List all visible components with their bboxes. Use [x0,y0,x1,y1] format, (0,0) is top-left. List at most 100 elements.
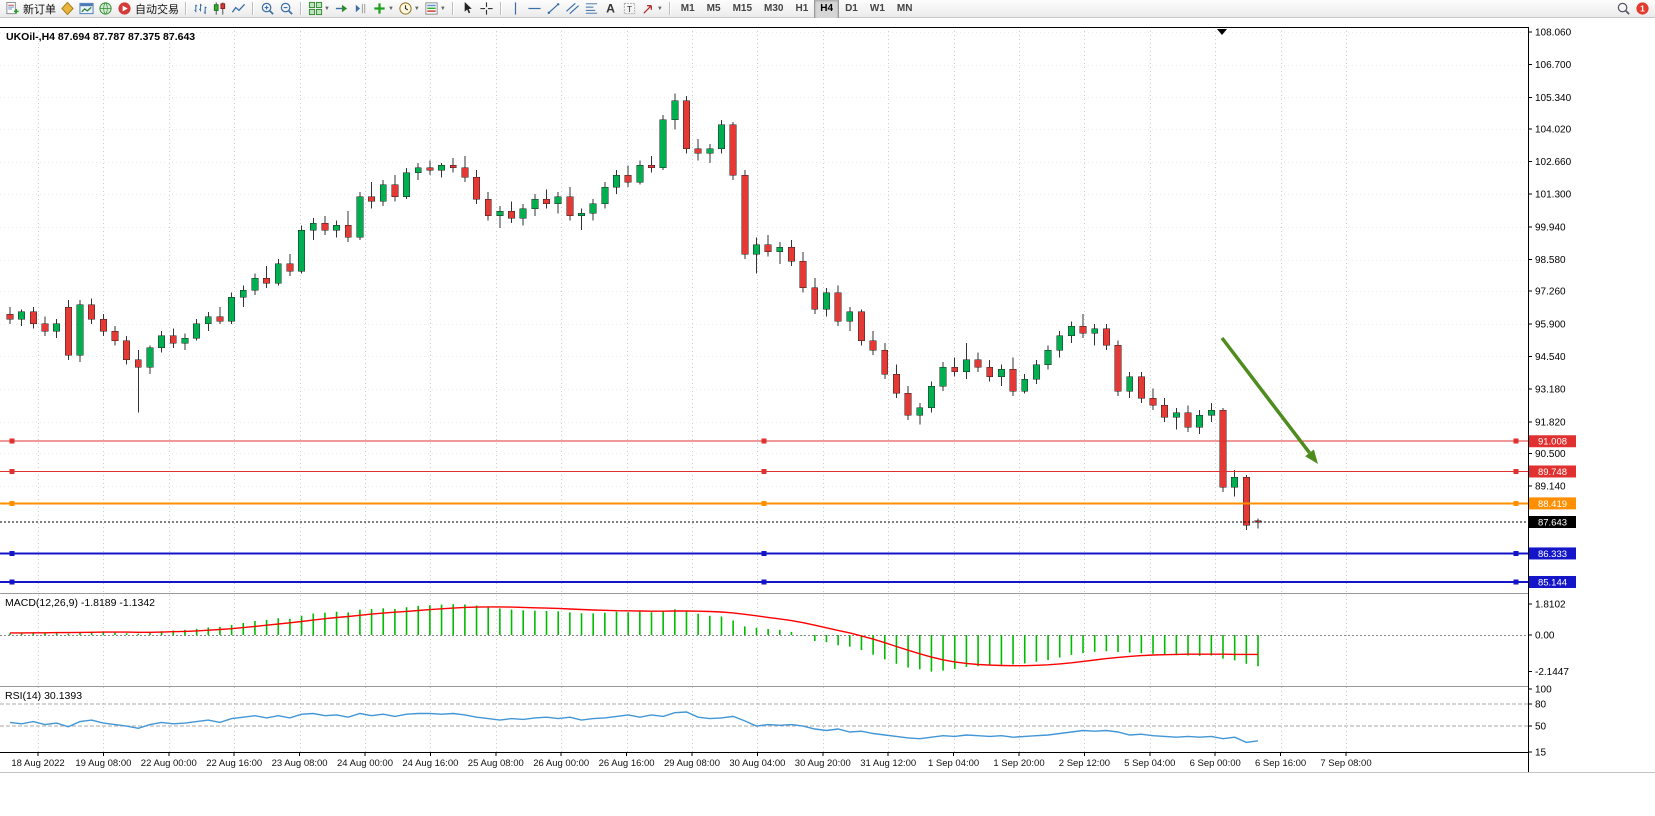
svg-text:6 Sep 16:00: 6 Sep 16:00 [1255,758,1306,769]
tf-h4-button[interactable]: H4 [814,0,840,19]
svg-text:100: 100 [1535,685,1552,696]
svg-text:85.144: 85.144 [1538,577,1567,588]
arrows-button[interactable]: ▼ [639,1,665,17]
auto-scroll-button[interactable] [332,1,351,17]
svg-text:-2.1447: -2.1447 [1535,667,1569,678]
tf-h1-button[interactable]: H1 [795,3,809,14]
svg-text:23 Aug 08:00: 23 Aug 08:00 [272,758,328,769]
svg-text:89.748: 89.748 [1538,467,1567,478]
svg-text:7 Sep 08:00: 7 Sep 08:00 [1320,758,1371,769]
svg-text:89.140: 89.140 [1535,482,1566,493]
autoscroll-icon [334,1,349,16]
time-axis[interactable]: 18 Aug 2022 19 Aug 08:00 22 Aug 00:00 22 Au… [11,752,1372,769]
svg-text:98.580: 98.580 [1535,255,1566,266]
templates-button[interactable]: ▼ [422,1,448,17]
svg-text:22 Aug 00:00: 22 Aug 00:00 [141,758,197,769]
textA-icon: A [603,1,618,16]
crosshair-icon [479,1,494,16]
svg-text:101.300: 101.300 [1535,190,1572,201]
arrow-object[interactable] [1220,336,1318,464]
fibo-icon [584,1,599,16]
dropdown-caret[interactable]: ▼ [387,5,394,12]
tf-m5-button[interactable]: M5 [706,3,721,14]
tf-d1-button[interactable]: D1 [845,3,858,14]
macd-panel: MACD(12,26,9) -1.8189 -1.1342 [0,593,1528,672]
svg-text:29 Aug 08:00: 29 Aug 08:00 [664,758,720,769]
linechart-icon [231,1,246,16]
zoom-in-button[interactable] [258,1,277,17]
svg-text:105.340: 105.340 [1535,93,1572,104]
metaeditor-button[interactable] [58,1,77,17]
svg-text:30 Aug 20:00: 30 Aug 20:00 [795,758,851,769]
price-tag-91.008 [1529,435,1576,448]
cursor-button[interactable] [458,1,477,17]
autotrading-button[interactable]: 自动交易 [115,1,181,17]
tf-m1-button[interactable]: M1 [680,3,695,14]
price-axis[interactable]: 108.060 106.700 105.340 104.020 102.660 101.3… [1528,28,1576,759]
bars-icon [193,1,208,16]
svg-text:1: 1 [1640,3,1645,13]
toolbar-sep [451,2,454,15]
search-button[interactable] [1614,1,1633,17]
community-button[interactable] [96,1,115,17]
text-label-button[interactable]: T [620,1,639,17]
bar-chart-button[interactable] [191,1,210,17]
chart-window-icon [79,1,94,16]
dropdown-caret[interactable]: ▼ [656,5,663,12]
notifications-button[interactable]: 1 [1633,1,1652,17]
trendline-button[interactable] [544,1,563,17]
svg-text:31 Aug 12:00: 31 Aug 12:00 [860,758,916,769]
svg-text:106.700: 106.700 [1535,60,1572,71]
svg-text:97.260: 97.260 [1535,287,1566,298]
dropdown-caret[interactable]: ▼ [439,5,446,12]
chart-shift-button[interactable] [351,1,370,17]
vertical-line-button[interactable] [506,1,525,17]
zoom-out-button[interactable] [277,1,296,17]
badge-icon: 1 [1635,1,1650,16]
main-toolbar: 新订单 自动交易 ▼ ▼ ▼ ▼ A T ▼ M1 M5 M15 M30 H1 H4 D1 W1 MN 1 [0,0,1655,19]
dropdown-caret[interactable]: ▼ [413,5,420,12]
chart-window-button[interactable] [77,1,96,17]
svg-text:87.643: 87.643 [1538,518,1567,529]
toolbar-sep [185,2,187,15]
tile-windows-button[interactable]: ▼ [306,1,332,17]
text-button[interactable]: A [601,1,620,17]
svg-text:25 Aug 08:00: 25 Aug 08:00 [468,758,524,769]
price-tag-88.419 [1529,497,1576,510]
svg-text:108.060: 108.060 [1535,28,1572,39]
current-price-tag [1529,516,1576,529]
magnifier-icon [1616,1,1631,16]
tf-m15-button[interactable]: M15 [732,3,753,14]
svg-text:30 Aug 04:00: 30 Aug 04:00 [729,758,785,769]
grid-lines [0,27,1528,752]
crosshair-button[interactable] [477,1,496,17]
tf-mn-button[interactable]: MN [896,3,913,14]
svg-text:A: A [606,2,615,16]
toolbar-sep [252,2,254,15]
fibonacci-button[interactable] [582,1,601,17]
dropdown-caret[interactable]: ▼ [324,5,330,12]
tf-m30-button[interactable]: M30 [764,3,784,14]
candlestick-chart-button[interactable] [210,1,229,17]
svg-text:91.820: 91.820 [1535,417,1566,428]
chart-shift-marker[interactable] [1217,29,1227,35]
channel-button[interactable] [563,1,582,17]
clock-icon [398,1,413,16]
line-chart-button[interactable] [229,1,248,17]
periods-button[interactable]: ▼ [396,1,422,17]
toolbar-sep [499,2,502,15]
horizontal-line-objects[interactable] [0,438,1528,585]
svg-text:1.8102: 1.8102 [1535,599,1566,610]
svg-text:0.00: 0.00 [1535,631,1555,642]
vline-icon [508,1,523,16]
svg-text:90.500: 90.500 [1535,449,1566,460]
zoom-out-icon [279,1,294,16]
indicators-button[interactable]: ▼ [370,1,396,17]
trendline-icon [546,1,561,16]
new-order-button[interactable]: 新订单 [3,1,58,17]
svg-text:86.333: 86.333 [1538,549,1567,560]
horizontal-line-button[interactable] [525,1,544,17]
chart-canvas[interactable]: MACD(12,26,9) -1.8189 -1.1342 RSI(14) 30.… [0,18,1655,816]
arrows-icon [641,1,656,16]
tf-w1-button[interactable]: W1 [869,3,885,14]
